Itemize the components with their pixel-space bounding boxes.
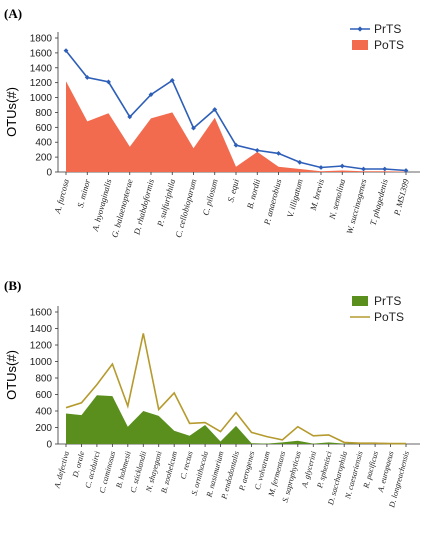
y-tick-label: 1400 [30, 63, 53, 74]
x-tick-label: M. brevis [308, 177, 326, 212]
data-point-prts [276, 150, 281, 156]
y-tick-label: 1200 [30, 78, 53, 89]
data-point-prts [233, 142, 239, 148]
legend-marker-prts [357, 26, 363, 32]
y-tick-label: 0 [46, 440, 52, 451]
legend-swatch-prts [352, 296, 368, 306]
legend-label-pots: PoTS [374, 310, 404, 324]
x-tick-label: S. equi [225, 177, 241, 203]
legend-label-prts: PrTS [374, 22, 401, 36]
y-tick-label: 1000 [30, 357, 53, 368]
x-tick-label: P. sulfuriphila [155, 178, 177, 228]
y-tick-label: 0 [46, 168, 52, 179]
x-tick-label: P. anaerobius [261, 177, 283, 226]
legend-label-pots: PoTS [374, 38, 404, 52]
x-tick-label: T. phagedenis [368, 177, 390, 226]
y-tick-label: 600 [35, 390, 52, 401]
y-tick-label: 400 [35, 407, 52, 418]
data-point-prts [127, 114, 133, 120]
panel-label-b: (B) [4, 278, 21, 293]
series-line-pots [65, 333, 406, 445]
data-point-prts [297, 159, 303, 165]
y-tick-label: 1600 [30, 308, 53, 319]
y-tick-label: 1600 [30, 48, 53, 59]
x-tick-label: N. semolina [327, 178, 348, 221]
data-point-prts [106, 79, 111, 85]
x-tick-label: C. rectus [178, 450, 194, 480]
y-axis-label-b: OTUs(#) [4, 350, 19, 400]
x-tick-label: G. balaenopterae [109, 178, 134, 239]
panel-label-a: (A) [4, 6, 22, 21]
data-point-prts [212, 107, 218, 112]
x-tick-label: A. defectiva [52, 450, 71, 490]
series-area-pots [66, 81, 406, 172]
y-tick-label: 1000 [30, 93, 53, 104]
x-tick-label: C. cellobioparum [173, 178, 198, 239]
y-tick-label: 600 [35, 123, 52, 134]
y-tick-label: 200 [35, 153, 52, 164]
y-tick-label: 800 [35, 108, 52, 119]
x-tick-label: D. orale [71, 450, 87, 479]
legend-swatch-pots [352, 40, 368, 50]
legend-label-prts: PrTS [374, 294, 401, 308]
x-tick-label: V. illigatum [285, 178, 305, 219]
x-tick-label: C. pilosum [200, 178, 219, 217]
data-point-prts [169, 78, 175, 83]
y-axis-label-a: OTUs(#) [4, 87, 19, 137]
y-tick-label: 1400 [30, 324, 53, 335]
data-point-prts [318, 165, 324, 170]
x-tick-label: W. succinogenes [344, 177, 368, 235]
y-tick-label: 800 [35, 374, 52, 385]
x-tick-label: P. MS1399 [391, 177, 411, 217]
data-point-prts [361, 166, 366, 172]
x-tick-label: B. nordii [245, 177, 263, 209]
y-tick-label: 1200 [30, 341, 53, 352]
data-point-prts [148, 92, 154, 97]
series-area-prts [66, 395, 406, 444]
y-tick-label: 200 [35, 423, 52, 434]
panel-a: (A) OTUs(#) 0 200 400 600 800 1000 1200 1400 160… [4, 6, 420, 239]
data-point-prts [339, 163, 345, 169]
data-point-prts [63, 48, 69, 54]
x-tick-label: D. rhabdoformis [131, 177, 156, 236]
x-tick-label: A. furcosa [52, 178, 71, 215]
panel-b: (B) OTUs(#) 0 200 400 600 800 1000 1200 1400 160… [4, 278, 420, 509]
data-point-prts [254, 148, 260, 153]
data-point-prts [84, 75, 90, 80]
data-point-prts [403, 168, 409, 173]
y-tick-label: 400 [35, 138, 52, 149]
x-tick-label: S. minor [75, 177, 92, 208]
y-tick-label: 1800 [30, 34, 53, 45]
data-point-prts [191, 125, 196, 131]
x-tick-label: A. hyovaginalis [90, 177, 114, 233]
data-point-prts [382, 166, 388, 172]
